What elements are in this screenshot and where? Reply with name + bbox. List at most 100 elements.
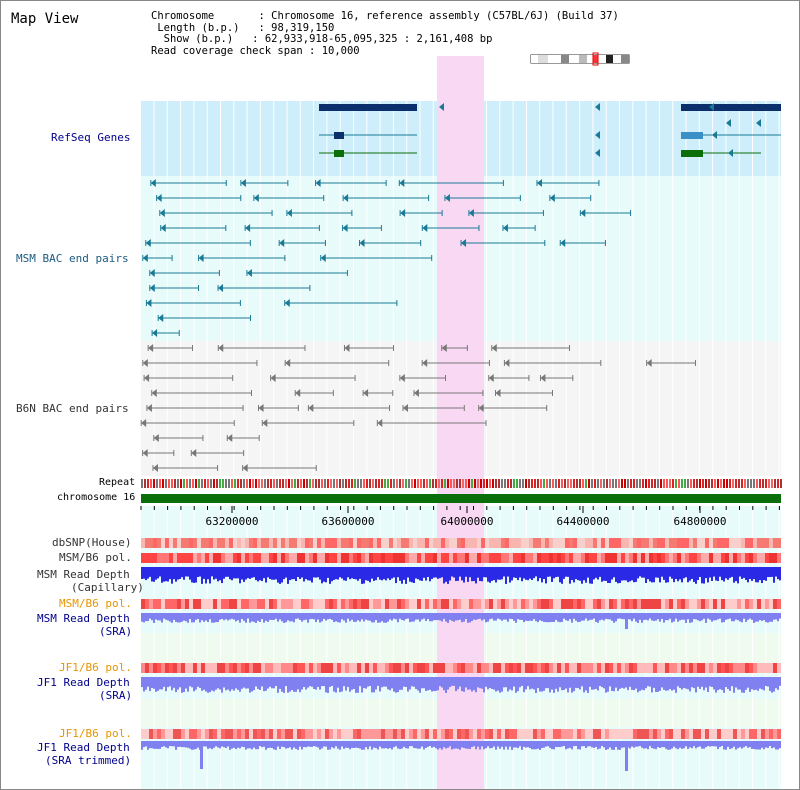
msm-pol-strip <box>665 553 669 563</box>
msm-pol-strip-2 <box>377 599 381 609</box>
jf1-sra-depth <box>381 677 383 688</box>
msm-pol-strip <box>517 553 521 563</box>
jf1-sra-depth <box>771 677 773 693</box>
jf1-pol-strip-2 <box>345 729 349 739</box>
jf1-trimmed-depth <box>619 741 621 750</box>
msm-capillary-depth <box>737 567 739 584</box>
msm-capillary-depth <box>163 567 165 582</box>
msm-pol-strip <box>553 553 557 563</box>
msm-pol-strip-2 <box>621 599 625 609</box>
msm-capillary-depth <box>711 567 713 581</box>
msm-pol-strip-2 <box>541 599 545 609</box>
msm-capillary-depth <box>547 567 549 577</box>
jf1-pol-strip <box>657 663 661 673</box>
dbsnp-strip <box>689 538 693 548</box>
dbsnp-strip <box>425 538 429 548</box>
jf1-pol-strip-2 <box>397 729 401 739</box>
b6n-bac-pair-end <box>422 359 428 367</box>
dbsnp-strip <box>753 538 757 548</box>
jf1-pol-strip <box>285 663 289 673</box>
refseq-exon <box>334 150 344 157</box>
msm-sra-depth <box>581 613 583 621</box>
repeat-mark <box>522 479 524 488</box>
repeat-mark <box>252 479 254 488</box>
span-value: 10,000 <box>321 44 360 57</box>
msm-sra-depth <box>343 613 345 621</box>
msm-pol-strip-2 <box>349 599 353 609</box>
msm-sra-depth <box>335 613 337 622</box>
jf1-sra-depth <box>417 677 419 691</box>
msm-sra-depth <box>671 613 673 623</box>
jf1-trimmed-depth <box>655 741 657 750</box>
msm-pol-strip <box>169 553 173 563</box>
msm-sra-depth <box>297 613 299 619</box>
repeat-mark <box>366 479 368 488</box>
refseq-exon <box>334 132 344 139</box>
dbsnp-strip <box>693 538 697 548</box>
msm-capillary-depth <box>383 567 385 580</box>
msm-pol-strip <box>597 553 601 563</box>
msm-capillary-depth <box>293 567 295 580</box>
repeat-mark <box>732 479 734 488</box>
msm-pol-strip <box>489 553 493 563</box>
refseq-arrow <box>595 103 600 111</box>
jf1-trimmed-depth <box>775 741 777 750</box>
msm-sra-depth <box>325 613 327 621</box>
msm-pol-strip <box>269 553 273 563</box>
dbsnp-strip <box>569 538 573 548</box>
jf1-pol-strip-2 <box>697 729 701 739</box>
jf1-pol-strip <box>217 663 221 673</box>
msm-pol-strip-2 <box>773 599 777 609</box>
repeat-mark <box>657 479 659 488</box>
jf1-sra-depth <box>337 677 339 688</box>
msm-pol-strip-2 <box>645 599 649 609</box>
jf1-pol-strip-2 <box>677 729 681 739</box>
msm-pol-strip-2 <box>509 599 513 609</box>
msm-pol-strip <box>165 553 169 563</box>
msm-sra-depth <box>433 613 435 621</box>
jf1-sra-depth <box>161 677 163 690</box>
msm-bac-pair-end <box>149 284 155 292</box>
jf1-pol-strip <box>157 663 161 673</box>
msm-pol-strip-2 <box>697 599 701 609</box>
msm-capillary-depth <box>755 567 757 583</box>
jf1-pol-strip <box>265 663 269 673</box>
jf1-trimmed-depth <box>577 741 579 750</box>
jf1-pol-strip-2 <box>777 729 781 739</box>
jf1-sra-depth <box>279 677 281 689</box>
msm-pol-strip-2 <box>593 599 597 609</box>
msm-capillary-depth <box>581 567 583 584</box>
repeat-mark <box>423 479 425 488</box>
msm-capillary-depth <box>265 567 267 583</box>
jf1-sra-depth <box>701 677 703 687</box>
jf1-trimmed-depth <box>363 741 365 750</box>
jf1-pol-strip-2 <box>281 729 285 739</box>
jf1-sra-depth <box>497 677 499 691</box>
chromosome-info: Chromosome : Chromosome 16, reference as… <box>151 10 619 57</box>
repeat-mark <box>714 479 716 488</box>
jf1-pol-strip <box>589 663 593 673</box>
msm-sra-depth <box>575 613 577 621</box>
jf1-trimmed-depth <box>745 741 747 747</box>
repeat-mark <box>336 479 338 488</box>
jf1-pol-strip-2 <box>409 729 413 739</box>
msm-sra-depth <box>193 613 195 623</box>
repeat-mark <box>780 479 782 488</box>
jf1-trimmed-depth <box>421 741 423 747</box>
jf1-trimmed-depth <box>227 741 229 747</box>
msm-capillary-depth <box>155 567 157 580</box>
jf1-sra-depth <box>429 677 431 690</box>
msm-pol-strip-2 <box>173 599 177 609</box>
msm-capillary-depth <box>399 567 401 581</box>
b6n-bac-pair-end <box>258 404 264 412</box>
msm-sra-depth <box>319 613 321 623</box>
msm-pol-strip <box>537 553 541 563</box>
msm-capillary-depth <box>229 567 231 580</box>
msm-pol-strip <box>613 553 617 563</box>
msm-sra-depth <box>485 613 487 623</box>
jf1-sra-depth <box>731 677 733 687</box>
jf1-pol-strip <box>241 663 245 673</box>
jf1-pol-strip <box>449 663 453 673</box>
msm-capillary-depth <box>707 567 709 583</box>
